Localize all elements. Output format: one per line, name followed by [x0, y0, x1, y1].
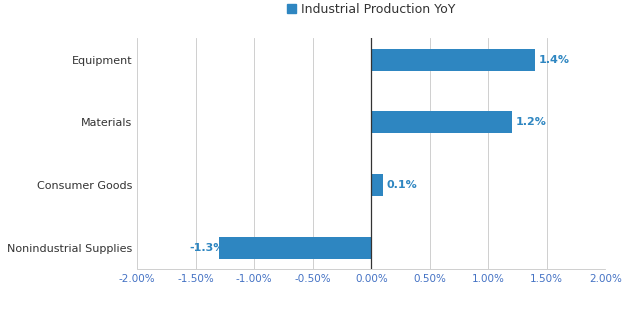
Text: 0.1%: 0.1% [386, 180, 417, 190]
Bar [371, 174, 383, 196]
Legend: Industrial Production YoY: Industrial Production YoY [287, 3, 456, 16]
Bar [219, 237, 371, 259]
Text: -1.3%: -1.3% [190, 243, 225, 253]
Bar [371, 111, 512, 133]
Text: 1.2%: 1.2% [515, 117, 546, 127]
Bar [371, 49, 535, 71]
Text: 1.4%: 1.4% [539, 55, 570, 65]
